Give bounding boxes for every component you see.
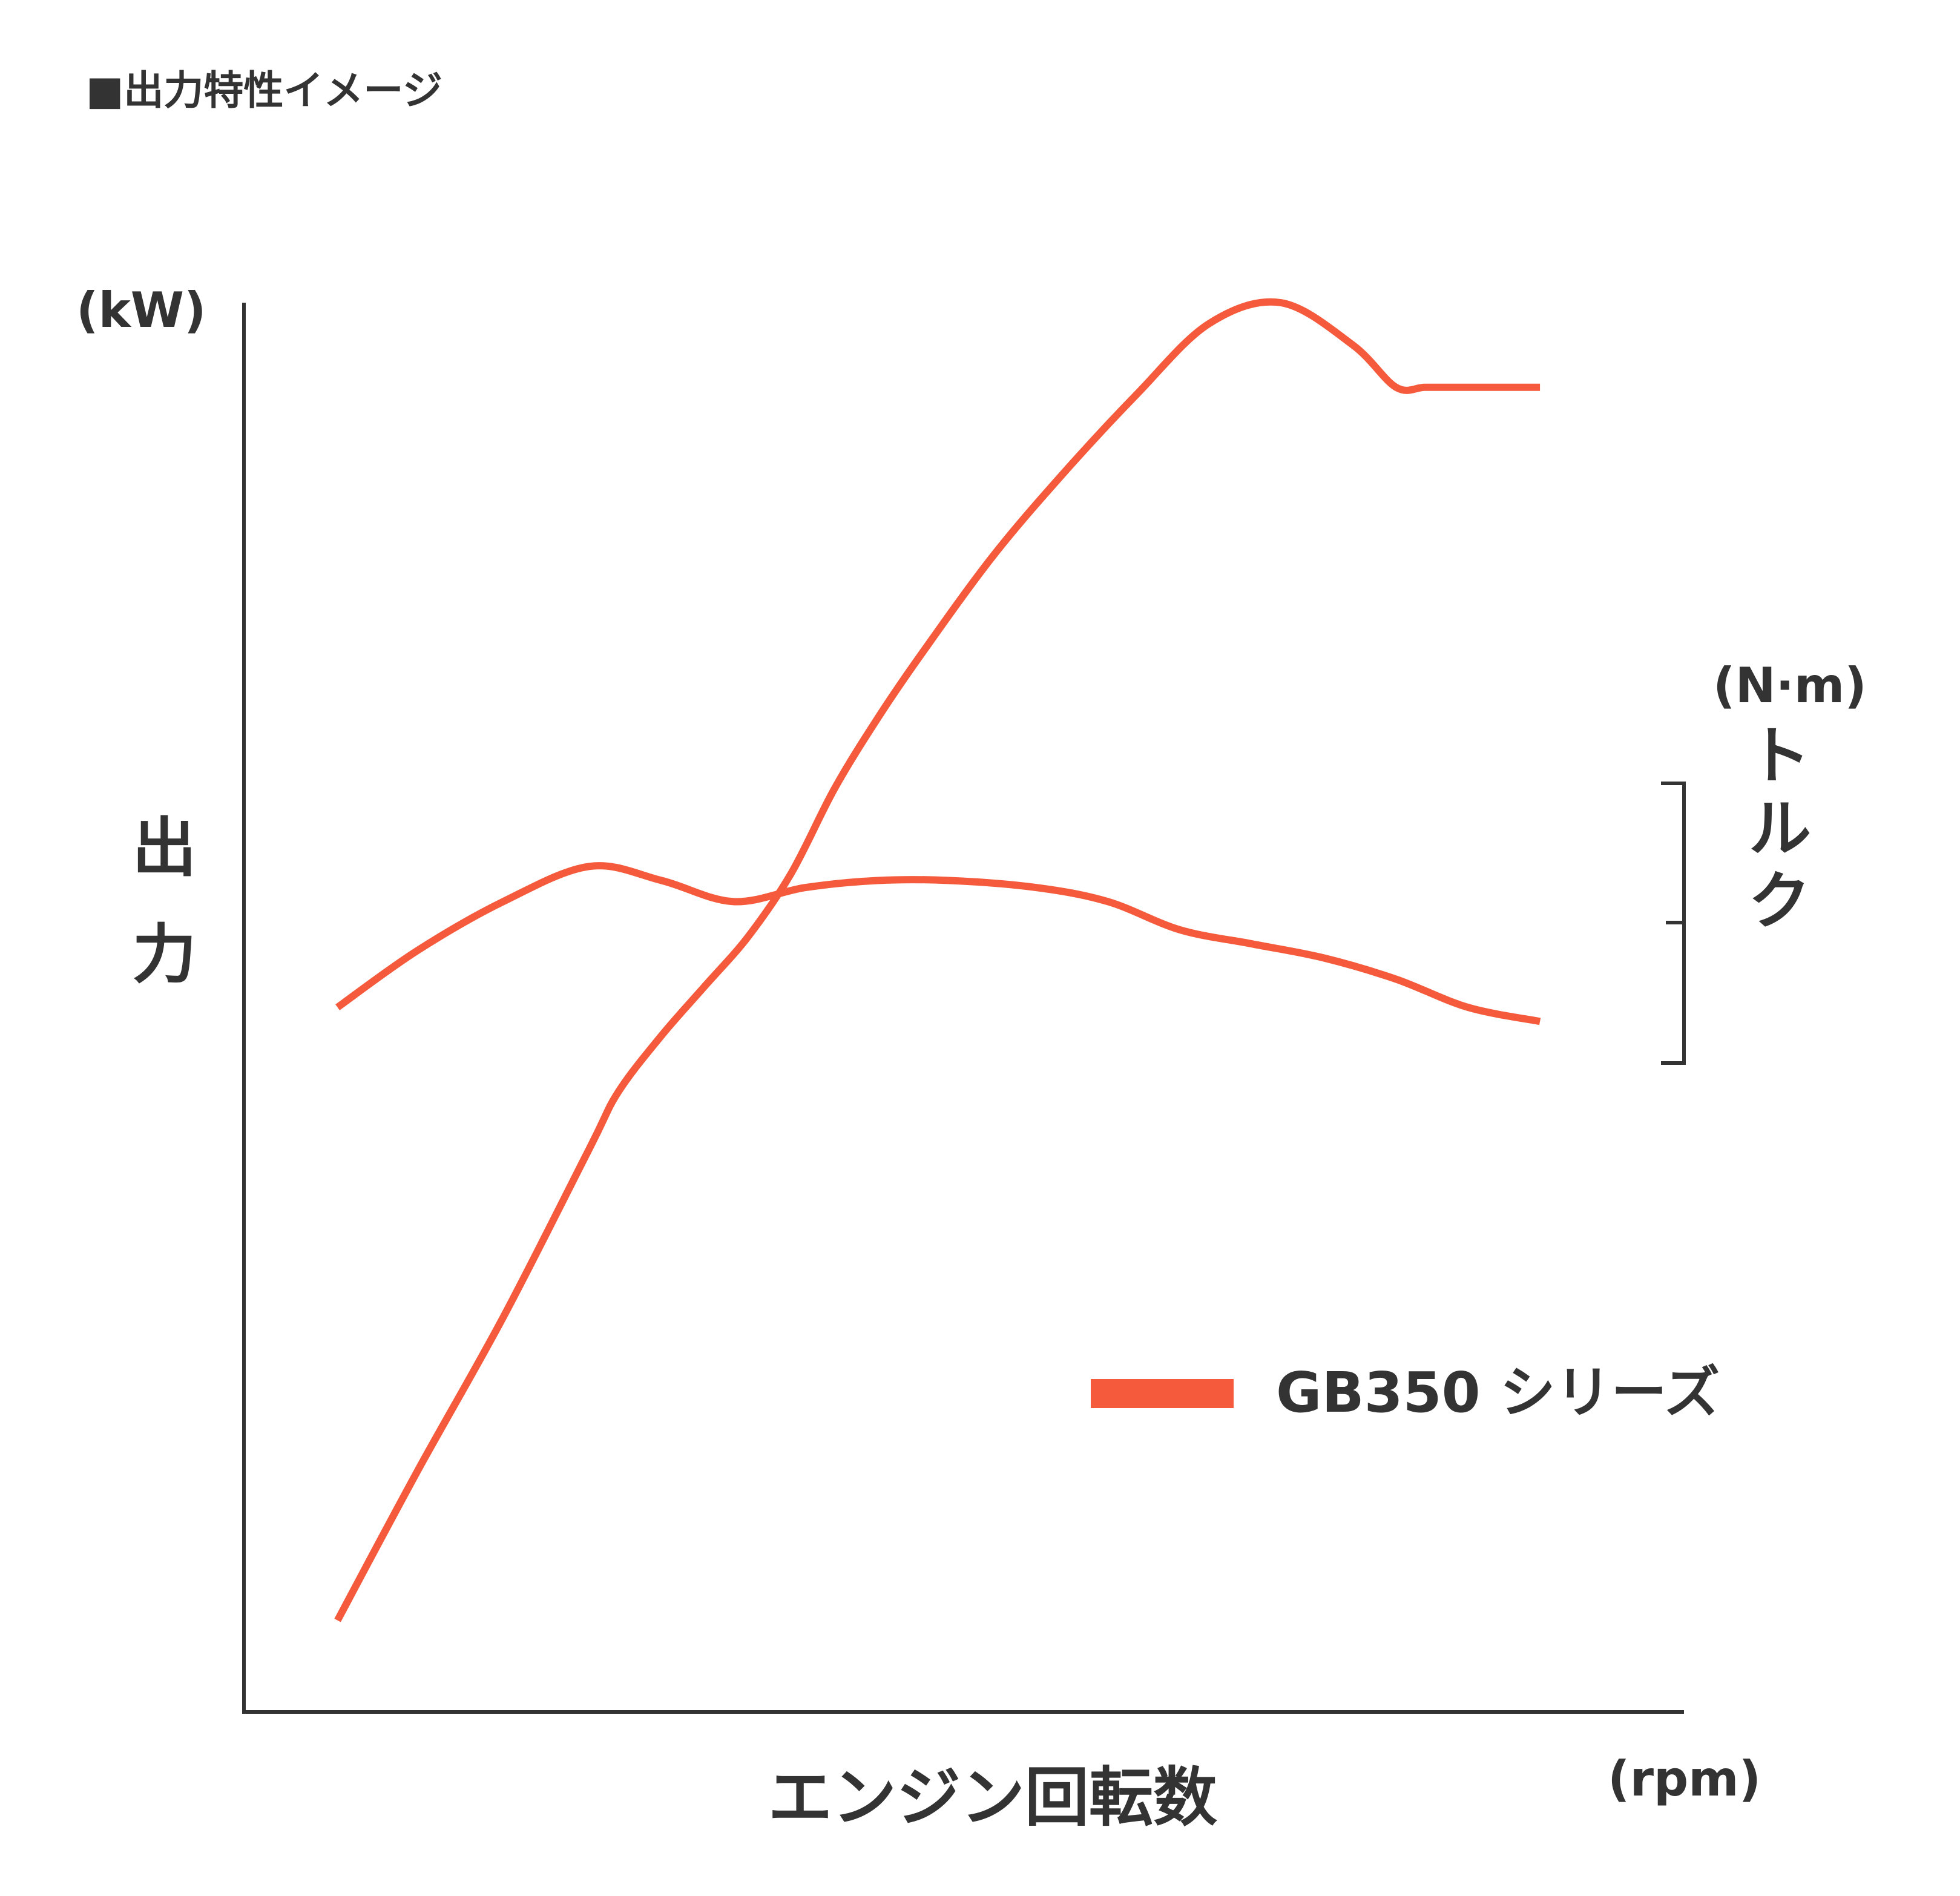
- torque-bracket: [1661, 782, 1686, 1065]
- y-left-unit: (kW): [76, 282, 206, 338]
- axes: [242, 303, 1684, 1714]
- y-left-label: 出力: [122, 814, 196, 1027]
- series-line-torque: [335, 862, 1541, 1025]
- chart-title: ■出力特性イメージ: [86, 67, 442, 114]
- legend-swatch: [1091, 1379, 1234, 1408]
- x-unit: (rpm): [1608, 1751, 1761, 1807]
- series-line-output: [334, 298, 1541, 1622]
- y-right-unit: (N·m): [1713, 657, 1867, 714]
- x-label: エンジン回転数: [768, 1760, 1217, 1835]
- series-layer: [334, 298, 1541, 1622]
- y-right-label: トルク: [1737, 722, 1811, 940]
- legend-label: GB350 シリーズ: [1276, 1360, 1720, 1425]
